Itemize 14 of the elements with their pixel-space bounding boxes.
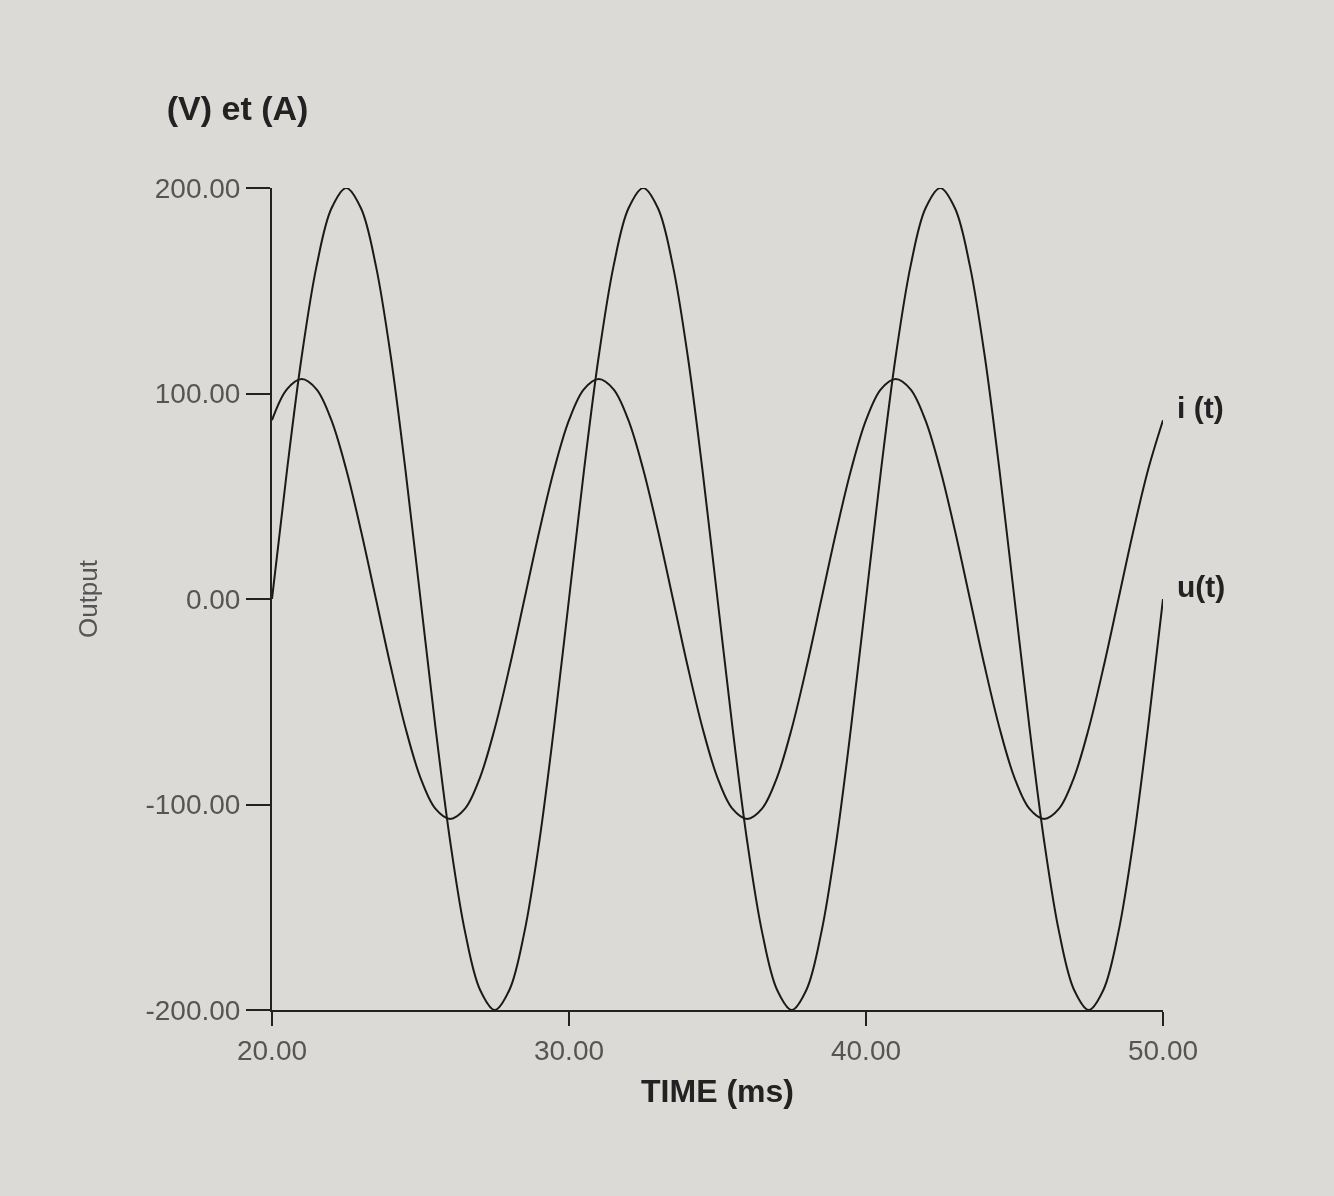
y-tick-label: 100.00	[154, 378, 241, 410]
y-tick-label: 200.00	[154, 172, 241, 204]
y-tick-label: -100.00	[145, 789, 241, 821]
y-tick-label: -200.00	[145, 994, 241, 1026]
x-tick-label: 50.00	[1127, 1034, 1199, 1066]
series-label: i (t)	[1177, 391, 1224, 424]
series-label: u(t)	[1177, 570, 1226, 603]
y-axis-title: Output	[73, 559, 104, 639]
x-tick-label: 20.00	[236, 1034, 308, 1066]
y-tick-label: 0.00	[185, 583, 241, 615]
chart-title: (V) et (A)	[166, 88, 309, 127]
x-axis-title: TIME (ms)	[641, 1073, 794, 1109]
x-tick-label: 30.00	[533, 1034, 605, 1066]
x-tick-label: 40.00	[830, 1034, 902, 1066]
